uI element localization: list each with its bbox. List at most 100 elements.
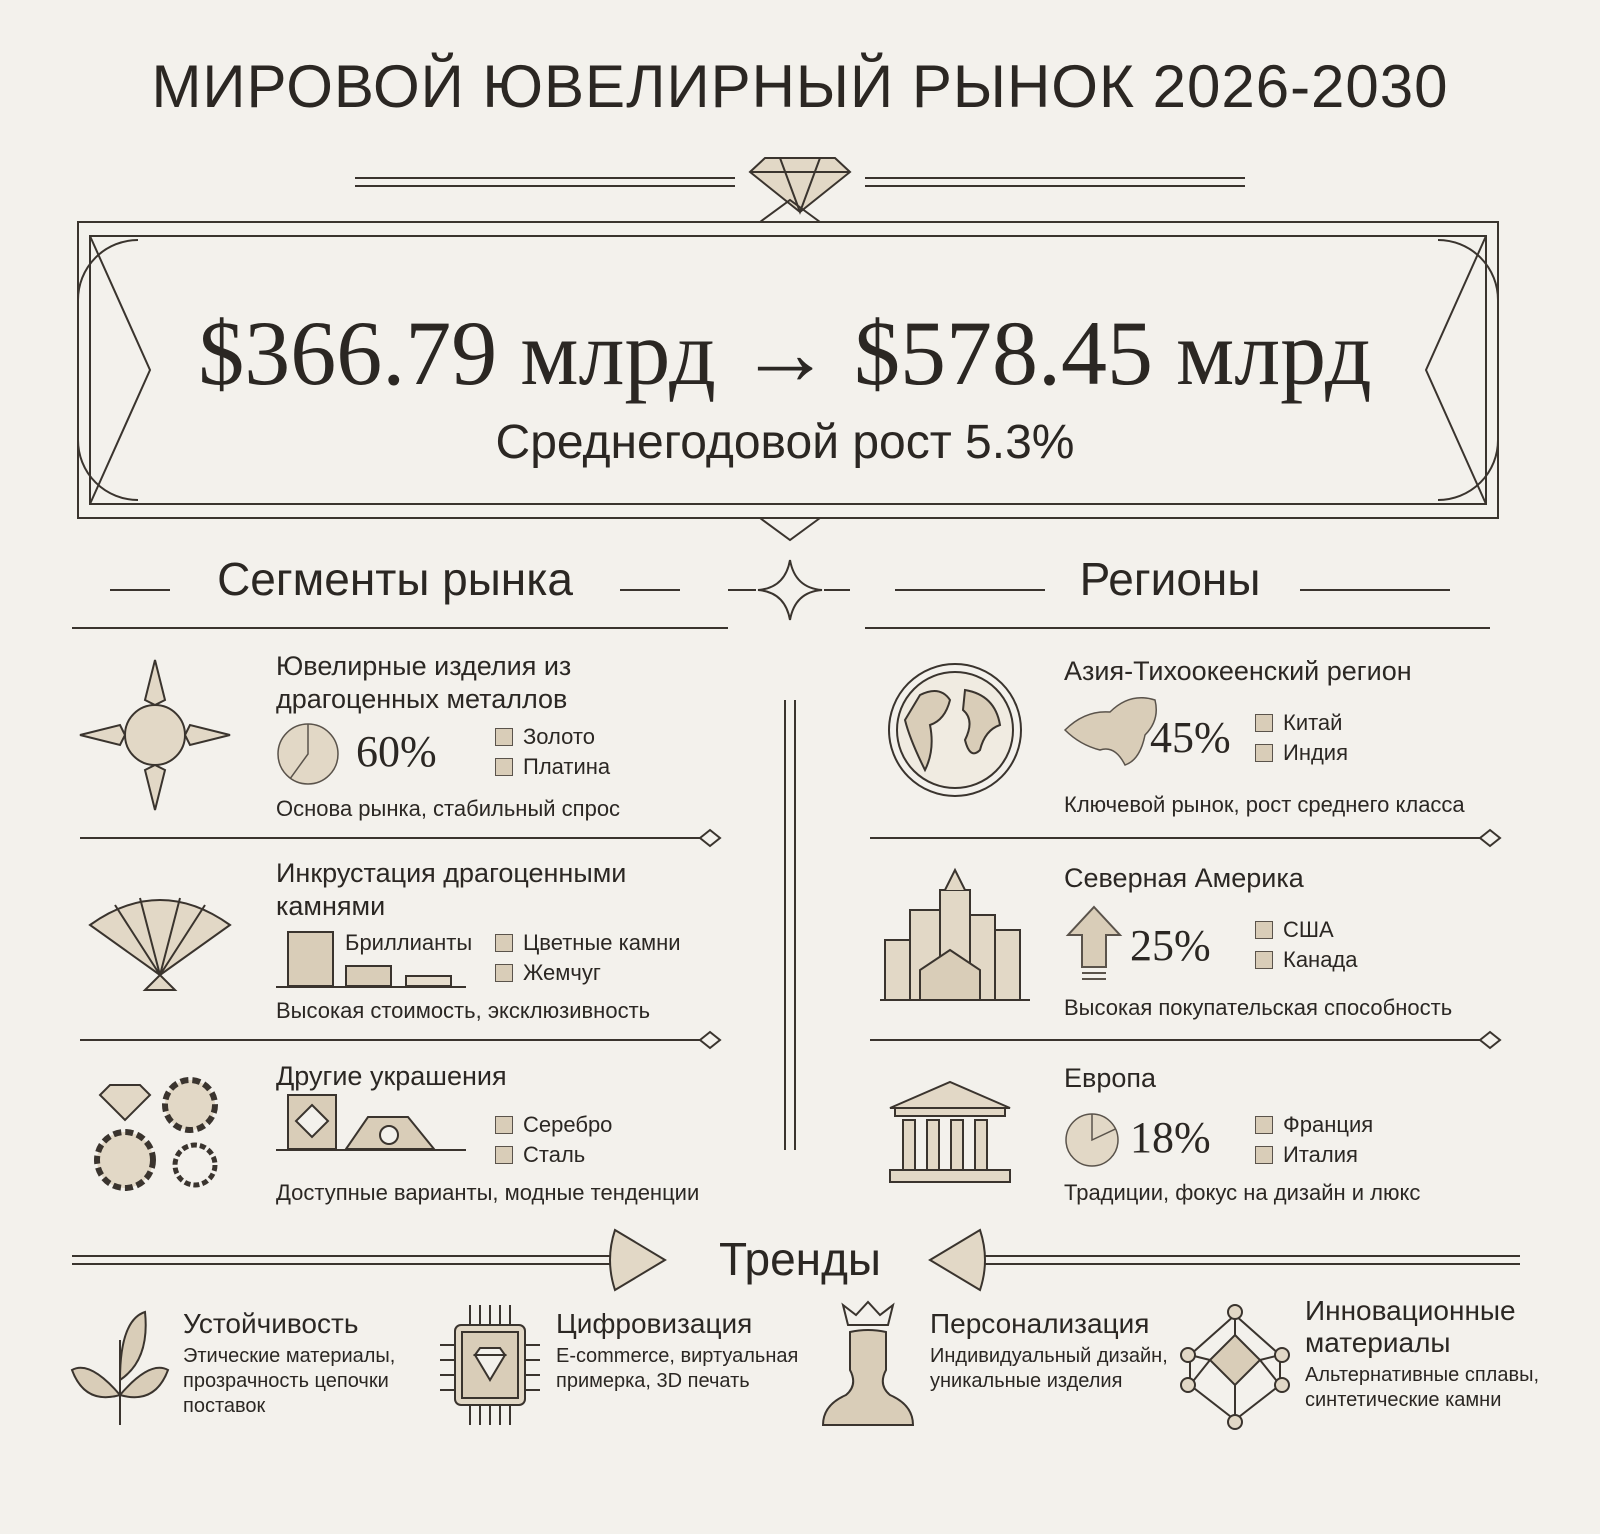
legend-label: Франция bbox=[1283, 1112, 1374, 1137]
legend-item: Канада bbox=[1255, 945, 1358, 975]
legend-swatch bbox=[495, 1116, 513, 1134]
globe-icon bbox=[888, 663, 1022, 797]
legend: Цветные камни Жемчуг bbox=[495, 928, 681, 988]
fan-icon bbox=[88, 897, 232, 991]
legend-item: Сталь bbox=[495, 1140, 612, 1170]
legend-swatch bbox=[495, 758, 513, 776]
legend-swatch bbox=[1255, 744, 1273, 762]
cagr-label: Среднегодовой рост 5.3% bbox=[495, 416, 1075, 469]
region-title: Азия-Тихоокеенский регион bbox=[1064, 656, 1412, 686]
legend-label: Золото bbox=[523, 724, 595, 749]
trend-description: Индивидуальный дизайн, уникальные издели… bbox=[930, 1345, 1168, 1392]
hero-frame bbox=[77, 198, 1499, 542]
trend-card: Устойчивость Этические материалы, прозра… bbox=[183, 1308, 423, 1419]
leaves-icon bbox=[70, 1310, 170, 1425]
page-title: МИРОВОЙ ЮВЕЛИРНЫЙ РЫНОК 2026-2030 bbox=[151, 53, 1449, 120]
legend-swatch bbox=[1255, 921, 1273, 939]
legend-swatch bbox=[495, 728, 513, 746]
share-value: 25% bbox=[1130, 921, 1211, 970]
sunburst-icon bbox=[79, 659, 231, 811]
gemstone-bar-chart bbox=[276, 931, 466, 988]
legend-swatch bbox=[495, 964, 513, 982]
other-jewelry-shapes bbox=[276, 1094, 466, 1151]
trend-title: Персонализация bbox=[930, 1308, 1150, 1339]
share-pie-chart bbox=[1065, 1113, 1119, 1167]
legend: Серебро Сталь bbox=[495, 1110, 612, 1170]
trend-card: Инновационные материалы Альтернативные с… bbox=[1305, 1295, 1565, 1413]
skyline-icon bbox=[880, 867, 1030, 1001]
share-value: 45% bbox=[1150, 713, 1231, 762]
legend: Золото Платина bbox=[495, 722, 610, 782]
segment-caption: Высокая стоимость, эксклюзивность bbox=[276, 998, 651, 1023]
legend-swatch bbox=[1255, 1146, 1273, 1164]
legend: Франция Италия bbox=[1255, 1110, 1373, 1170]
legend-label: Платина bbox=[523, 754, 611, 779]
pie-slice bbox=[289, 724, 309, 779]
gears-gem-icon bbox=[94, 1077, 218, 1191]
arrow-icon: → bbox=[739, 302, 831, 404]
trend-description: Этические материалы, прозрачность цепочк… bbox=[183, 1345, 396, 1417]
trend-title: Устойчивость bbox=[183, 1308, 359, 1339]
legend-label: Жемчуг bbox=[523, 960, 601, 985]
legend-label: Цветные камни bbox=[523, 930, 681, 955]
up-arrow-icon bbox=[1065, 905, 1123, 980]
legend-label: Италия bbox=[1283, 1142, 1358, 1167]
legend-label: США bbox=[1283, 917, 1334, 942]
trend-title: Инновационные материалы bbox=[1305, 1295, 1516, 1358]
legend-label: Серебро bbox=[523, 1112, 613, 1137]
legend-item: Китай bbox=[1255, 708, 1348, 738]
legend-item: Жемчуг bbox=[495, 958, 681, 988]
region-title: Северная Америка bbox=[1064, 863, 1304, 893]
legend: Китай Индия bbox=[1255, 708, 1348, 768]
segment-title: Ювелирные изделия из драгоценных металло… bbox=[276, 651, 572, 714]
trends-divider bbox=[72, 1228, 1520, 1292]
value-2026: $366.79 млрд bbox=[198, 302, 716, 404]
legend-swatch bbox=[1255, 714, 1273, 732]
temple-icon bbox=[889, 1080, 1011, 1183]
chip-diamond-icon bbox=[440, 1305, 540, 1425]
legend-swatch bbox=[495, 1146, 513, 1164]
asia-map-icon bbox=[1063, 697, 1157, 766]
region-caption: Ключевой рынок, рост среднего класса bbox=[1064, 792, 1465, 817]
trends-heading: Тренды bbox=[719, 1233, 881, 1285]
crystal-lattice-icon bbox=[1180, 1304, 1290, 1430]
legend-item: Серебро bbox=[495, 1110, 612, 1140]
legend-item: Индия bbox=[1255, 738, 1348, 768]
legend-swatch bbox=[495, 934, 513, 952]
legend-swatch bbox=[1255, 951, 1273, 969]
segment-caption: Основа рынка, стабильный спрос bbox=[276, 796, 621, 821]
legend-label: Индия bbox=[1283, 740, 1349, 765]
share-value: 18% bbox=[1130, 1113, 1211, 1162]
legend-item: США bbox=[1255, 915, 1358, 945]
trend-title: Цифровизация bbox=[556, 1308, 753, 1339]
trend-description: Альтернативные сплавы, синтетические кам… bbox=[1305, 1364, 1540, 1411]
legend-item: Италия bbox=[1255, 1140, 1373, 1170]
segment-title: Другие украшения bbox=[276, 1061, 507, 1091]
diamond-ornament-icon bbox=[355, 157, 1245, 215]
legend: США Канада bbox=[1255, 915, 1358, 975]
region-caption: Традиции, фокус на дизайн и люкс bbox=[1064, 1180, 1421, 1205]
region-title: Европа bbox=[1064, 1063, 1157, 1093]
legend-item: Золото bbox=[495, 722, 610, 752]
share-pie-chart bbox=[277, 723, 339, 785]
crowned-person-icon bbox=[821, 1300, 915, 1426]
legend-item: Франция bbox=[1255, 1110, 1373, 1140]
segment-title: Инкрустация драгоценными камнями bbox=[276, 858, 627, 921]
legend-item: Цветные камни bbox=[495, 928, 681, 958]
region-caption: Высокая покупательская способность bbox=[1064, 995, 1453, 1020]
legend-label: Сталь bbox=[523, 1142, 586, 1167]
trend-description: E-commerce, виртуальная примерка, 3D печ… bbox=[556, 1345, 799, 1392]
pie-slice bbox=[1091, 1114, 1116, 1142]
segments-heading: Сегменты рынка bbox=[217, 553, 573, 605]
regions-heading: Регионы bbox=[1079, 553, 1261, 605]
segment-caption: Доступные варианты, модные тенденции bbox=[276, 1180, 700, 1205]
share-value: 60% bbox=[356, 727, 437, 776]
bar-label: Бриллианты bbox=[345, 930, 473, 955]
legend-label: Китай bbox=[1283, 710, 1343, 735]
market-value-headline: $366.79 млрд → $578.45 млрд bbox=[75, 300, 1495, 406]
legend-label: Канада bbox=[1283, 947, 1358, 972]
trend-card: Персонализация Индивидуальный дизайн, ун… bbox=[930, 1308, 1170, 1394]
section-divider-ornament bbox=[72, 559, 1502, 1150]
trend-card: Цифровизация E-commerce, виртуальная при… bbox=[556, 1308, 806, 1394]
legend-swatch bbox=[1255, 1116, 1273, 1134]
